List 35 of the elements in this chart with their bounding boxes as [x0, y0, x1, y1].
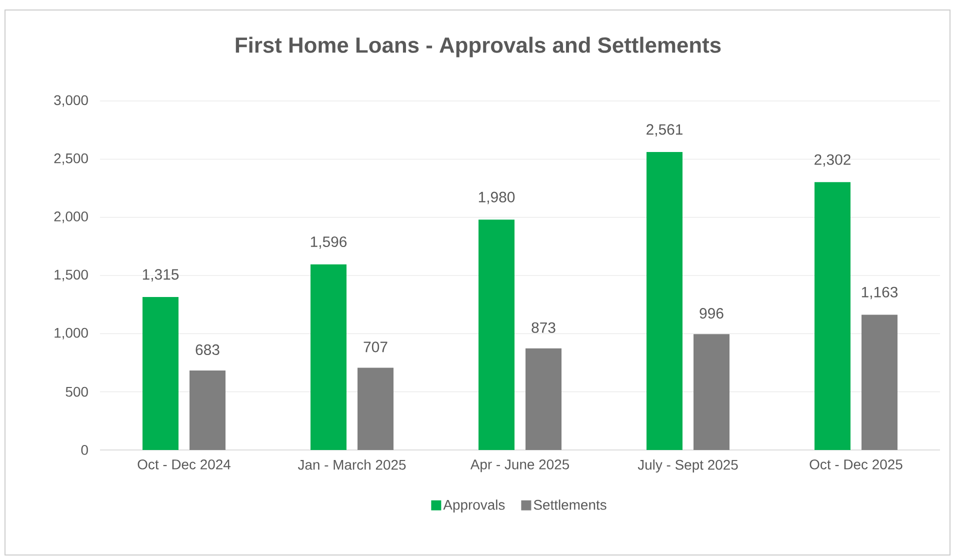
- data-label: 683: [196, 344, 220, 356]
- data-label: 2,561: [646, 124, 682, 137]
- y-tick-label: 1,000: [54, 328, 88, 340]
- y-tick-label: 500: [66, 386, 88, 397]
- data-label: 1,163: [862, 286, 898, 300]
- bar: [862, 314, 898, 450]
- x-tick-label: Jan - March 2025: [298, 460, 406, 470]
- bar: [814, 182, 851, 450]
- y-tick-label: 1,500: [54, 270, 88, 282]
- data-label: 873: [532, 322, 556, 333]
- x-tick-label: Oct - Dec 2024: [138, 459, 230, 470]
- bar: [646, 152, 683, 450]
- data-label: 1,980: [478, 192, 515, 204]
- bar: [526, 348, 562, 450]
- bar: [358, 368, 394, 450]
- data-label: 707: [364, 342, 388, 352]
- bar: [142, 297, 179, 450]
- y-tick-label: 2,500: [54, 153, 88, 165]
- data-label: 996: [700, 308, 724, 319]
- y-tick-label: 0: [81, 445, 88, 455]
- legend-label: Approvals: [443, 500, 505, 513]
- data-label: 1,596: [310, 236, 347, 249]
- bar: [478, 220, 515, 450]
- x-tick-label: July - Sept 2025: [638, 460, 738, 472]
- bar: [190, 370, 226, 450]
- y-tick-label: 2,000: [54, 212, 88, 224]
- y-tick-label: 3,000: [54, 95, 88, 107]
- x-tick-label: Apr - June 2025: [470, 459, 570, 472]
- data-label: 1,315: [142, 269, 179, 282]
- chart-title: First Home Loans - Approvals and Settlements: [236, 36, 721, 58]
- data-label: 2,302: [814, 154, 850, 167]
- bar: [310, 264, 347, 450]
- bar: [694, 334, 730, 450]
- legend-label: Settlements: [534, 500, 606, 510]
- x-tick-label: Oct - Dec 2025: [810, 459, 902, 470]
